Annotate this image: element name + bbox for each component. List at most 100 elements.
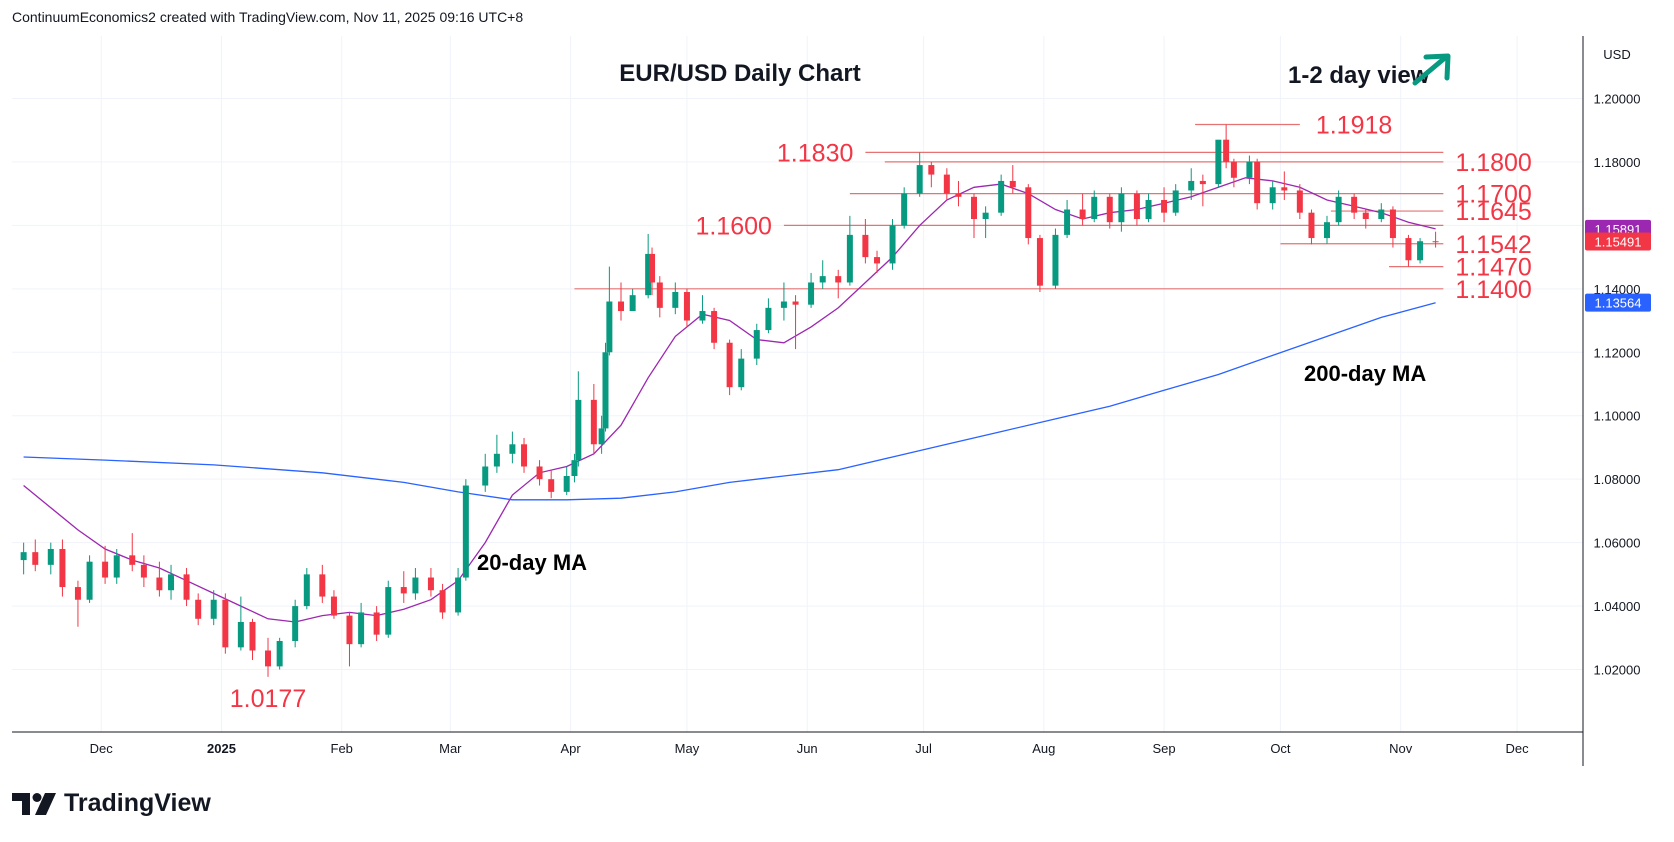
candle-body [346,615,353,645]
level-label: 1.1700 [1455,181,1531,209]
candle-body [1036,238,1043,286]
candle-body [249,621,256,651]
candle-body [649,253,656,283]
candle-body [113,555,120,578]
candle-body [237,621,244,648]
candle-body [462,485,469,578]
candle [699,295,706,324]
level-label: 1.1918 [1316,111,1392,139]
candle [970,193,977,239]
candle-body [32,552,39,565]
candle-body [1215,139,1222,185]
candle-body [699,311,706,321]
candle-body [210,599,217,619]
candle-body [74,587,81,600]
candle [47,542,54,575]
candle-body [683,291,690,321]
candle [1079,193,1086,226]
candle [765,298,772,334]
view-label: 1-2 day view [1288,62,1430,89]
candle-body [1246,161,1253,178]
candle-body [590,399,597,445]
candle-body [183,574,190,600]
candle-body [1106,196,1113,223]
candle-body [874,257,881,264]
candle-body [571,460,578,477]
candle [1296,184,1303,220]
candle [319,564,326,603]
candle [916,152,923,197]
candle-body [1378,209,1385,220]
candle-body [598,428,605,445]
candle-body [982,212,989,220]
candle [536,460,543,486]
candle-body [1351,196,1358,213]
candle-body [1269,187,1276,204]
candle [249,618,256,661]
price-badge-label: 1.13564 [1595,296,1642,311]
candle [575,371,582,467]
candle-body [1417,241,1424,261]
y-tick-label: 1.10000 [1594,409,1641,424]
candle-body [521,444,528,467]
candle-body [889,225,896,264]
candle [1091,190,1098,223]
x-tick-label: Dec [1505,741,1529,756]
candle-body [1323,222,1330,239]
candle [1118,187,1125,232]
candle [1223,124,1230,169]
candle [889,219,896,270]
candle-body [765,307,772,331]
candle [1351,193,1358,220]
candle-body [1281,187,1288,191]
candle-body [536,466,543,480]
candle [303,568,310,610]
candle [683,288,690,327]
candle-body [47,548,54,565]
candle-body [493,453,500,467]
candle [629,288,636,312]
candle-body [629,295,636,312]
y-tick-label: 1.04000 [1594,599,1641,614]
candle [358,602,365,648]
x-tick-label: Aug [1032,741,1055,756]
candle-body [955,193,962,197]
candle-body [1188,180,1195,191]
x-tick-label: Sep [1152,741,1175,756]
candle-body [1079,209,1086,220]
candle [113,548,120,584]
candle [753,323,760,365]
candle [1215,139,1222,188]
candle [1230,158,1237,188]
x-tick-label: 2025 [207,741,236,756]
candle [1052,228,1059,289]
y-tick-label: 1.12000 [1594,345,1641,360]
candle-body [862,234,869,258]
x-tick-label: Mar [439,741,462,756]
level-label: 1.1400 [1455,276,1531,304]
level-label: 1.1470 [1455,254,1531,282]
y-tick-label: 1.08000 [1594,472,1641,487]
price-badge [1585,293,1651,312]
x-tick-label: Oct [1270,741,1291,756]
x-tick-label: Nov [1389,741,1413,756]
candle-body [970,196,977,220]
candle-body [222,599,229,648]
candle [74,580,81,627]
candle-body [102,561,109,578]
candle-body [1145,199,1152,220]
candle [1378,203,1385,223]
candle-body [1389,209,1396,239]
candle [439,583,446,619]
candle [493,434,500,473]
candle-body [943,174,950,194]
candle [955,180,962,207]
candle-body [1362,212,1369,220]
candle [86,555,93,603]
candle [656,276,663,318]
candle-body [656,282,663,308]
candle-body [1133,193,1140,220]
candle [792,295,799,350]
